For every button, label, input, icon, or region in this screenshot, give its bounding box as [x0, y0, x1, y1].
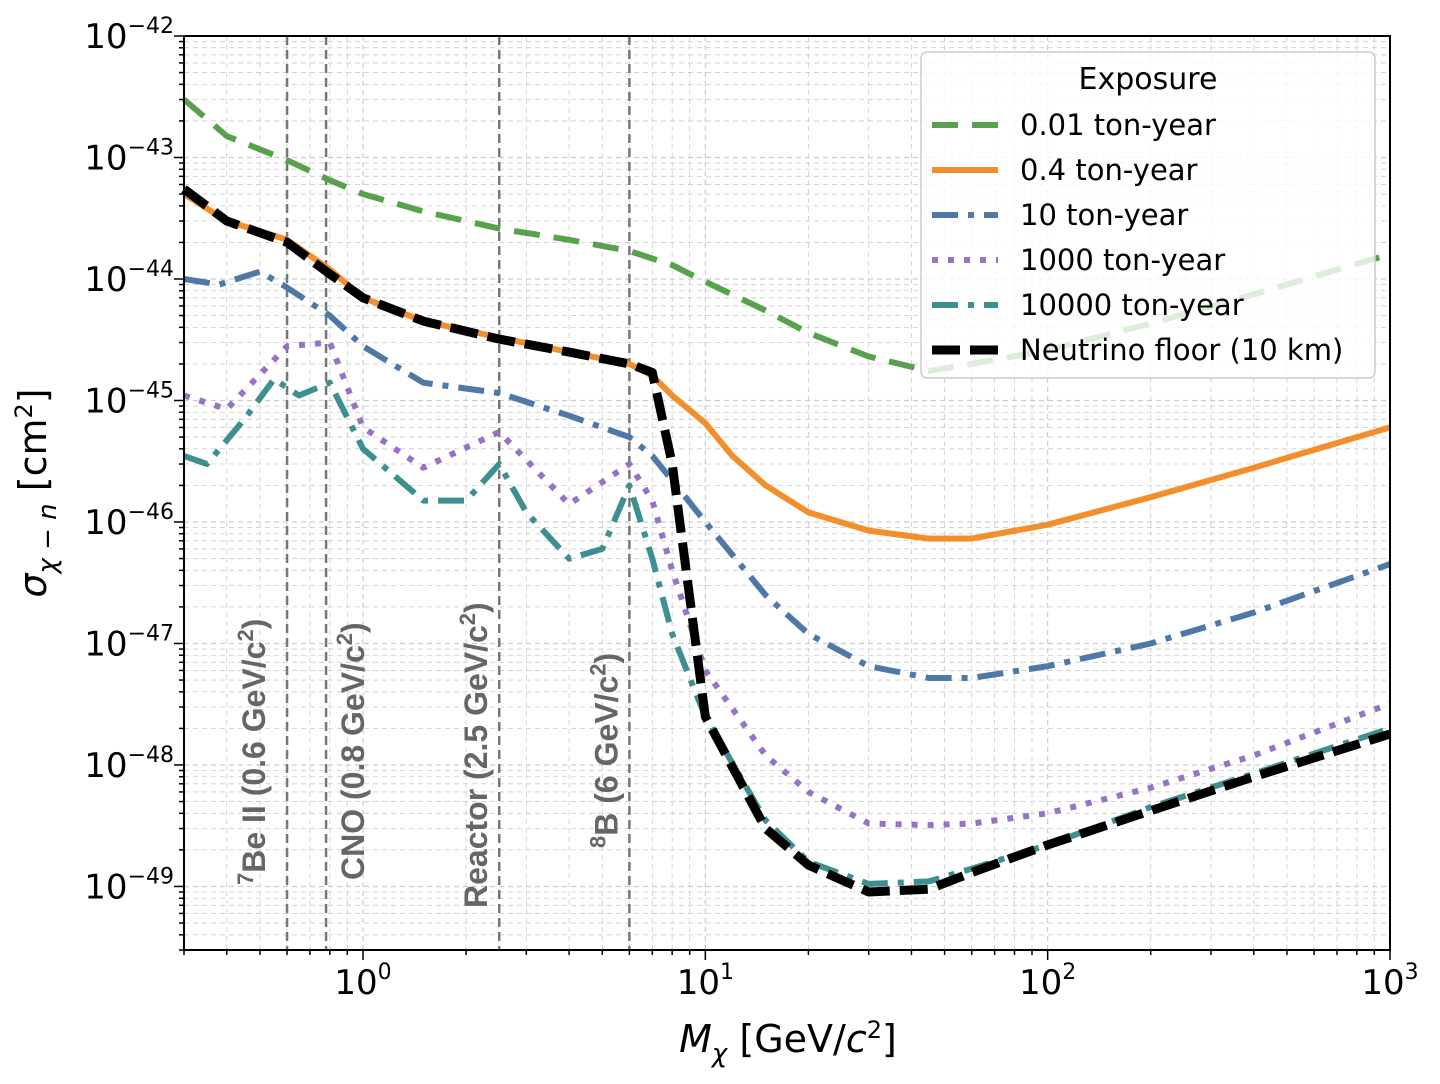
series-line-1	[182, 191, 1391, 542]
y-tick-label: 10−49	[84, 864, 174, 907]
x-tick-label: 100	[334, 960, 391, 1003]
neutrino-source-lines	[285, 36, 631, 950]
vline-label: CNO (0.8 GeV/c2)	[332, 622, 371, 880]
legend-entry-label: Neutrino floor (10 km)	[1020, 333, 1343, 367]
series-line-4	[182, 376, 1391, 887]
y-tick-labels: 10−42 10−43 10−44 10−45 10−46 10−47 10−48 10−49	[84, 14, 174, 907]
y-axis-label: σχ − n [cm2]	[10, 388, 63, 597]
legend-entry-label: 0.4 ton-year	[1020, 153, 1198, 187]
y-tick-label: 10−44	[84, 257, 174, 300]
series-line-0	[182, 97, 1391, 374]
x-tick-labels: 100 101 102 103	[334, 960, 1418, 1003]
vline-labels: 7Be II (0.6 GeV/c2) CNO (0.8 GeV/c2) React…	[233, 602, 624, 908]
vline-label: 8B (6 GeV/c2)	[585, 653, 624, 848]
y-tick-label: 10−45	[84, 378, 174, 421]
y-tick-label: 10−47	[84, 621, 174, 664]
ticks	[174, 35, 1391, 960]
legend: Exposure 0.01 ton-year 0.4 ton-year 10 ton…	[920, 51, 1376, 379]
x-axis-label: Mχ [GeV/c2]	[679, 1016, 897, 1069]
legend-entry-label: 1000 ton-year	[1020, 243, 1225, 277]
plot-frame	[183, 35, 1391, 951]
vline-label: Reactor (2.5 GeV/c2)	[455, 602, 494, 908]
legend-entry-label: 10000 ton-year	[1020, 288, 1244, 322]
series-line-2	[183, 268, 1392, 681]
legend-box	[920, 51, 1376, 379]
x-tick-label: 103	[1361, 960, 1418, 1003]
y-tick-label: 10−48	[84, 743, 174, 786]
legend-title: Exposure	[1079, 62, 1218, 97]
series-line-5	[181, 185, 1392, 897]
legend-entry-label: 10 ton-year	[1020, 198, 1188, 232]
vline-label: 7Be II (0.6 GeV/c2)	[233, 619, 272, 885]
y-tick-label: 10−46	[84, 500, 174, 543]
x-tick-label: 101	[677, 960, 734, 1003]
y-tick-label: 10−43	[84, 135, 174, 178]
series-lines	[181, 97, 1392, 897]
y-tick-label: 10−42	[84, 14, 174, 57]
x-tick-label: 102	[1019, 960, 1076, 1003]
legend-entry-label: 0.01 ton-year	[1020, 108, 1216, 142]
